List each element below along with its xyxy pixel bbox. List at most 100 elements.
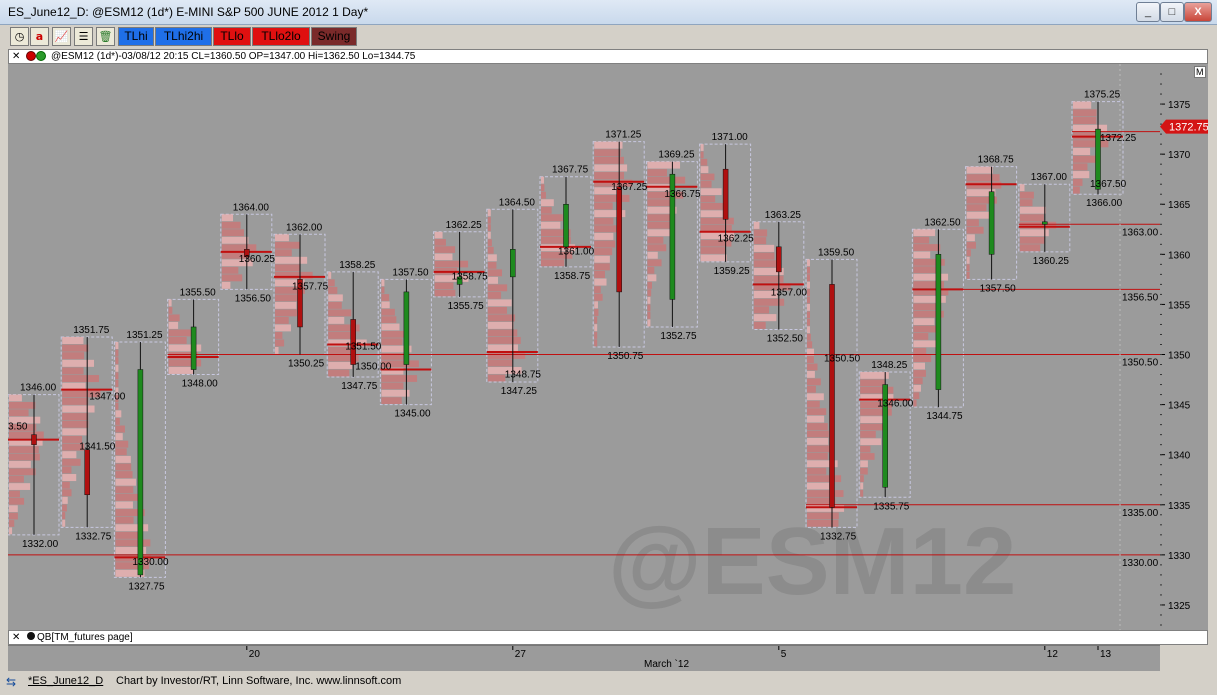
profile-row <box>913 266 937 274</box>
maximize-button[interactable]: □ <box>1160 2 1184 22</box>
text-a-icon[interactable]: a <box>30 27 49 46</box>
profile-row <box>807 393 824 401</box>
profile-row <box>487 254 497 262</box>
high-label: 1362.00 <box>286 222 323 233</box>
low-label: 1352.50 <box>767 333 804 344</box>
price-chart[interactable]: @ESM12 1346.001332.003.501351.751332.751… <box>8 64 1160 630</box>
trash-icon[interactable]: 🗑 <box>96 27 115 46</box>
profile-row <box>275 339 285 347</box>
high-label: 1367.00 <box>1031 172 1068 183</box>
profile-row <box>700 151 704 159</box>
low-label: 1327.75 <box>128 581 165 592</box>
profile-row <box>9 527 13 535</box>
low-label: 1358.75 <box>554 271 591 282</box>
price-axis[interactable]: 1325 1330 1335 1340 1345 1350 1355 1360 1365 1370… <box>1160 64 1209 630</box>
profile-row <box>753 306 770 314</box>
tllo2lo-button[interactable]: TLlo2lo <box>252 27 310 46</box>
tlhi-button[interactable]: TLhi <box>118 27 154 46</box>
profile-row <box>275 256 308 264</box>
profile-row <box>594 179 633 187</box>
minimize-button[interactable]: _ <box>1136 2 1160 22</box>
profile-row <box>9 497 25 505</box>
profile-row <box>700 254 727 262</box>
profile-row <box>275 249 292 257</box>
profile-row <box>913 303 942 311</box>
tllo-button[interactable]: TLlo <box>213 27 251 46</box>
swing-button[interactable]: Swing <box>311 27 357 46</box>
profile-row <box>860 438 882 446</box>
profile-row <box>594 202 613 210</box>
level-label: 1356.50 <box>1122 292 1159 303</box>
last-price-flag <box>1160 119 1208 134</box>
tlhi2hi-button[interactable]: TLhi2hi <box>155 27 212 46</box>
profile-row <box>807 475 842 483</box>
profile-row <box>1019 199 1033 207</box>
profile-row <box>1073 124 1108 132</box>
profile-row <box>115 547 147 555</box>
profile-row <box>168 352 199 359</box>
candle-body-up <box>1042 221 1048 225</box>
profile-row <box>275 271 313 279</box>
level-label: 1335.00 <box>1122 508 1159 519</box>
list-icon[interactable]: ☰ <box>74 27 93 46</box>
profile-row <box>594 225 621 233</box>
high-label: 1355.50 <box>180 287 217 298</box>
profile-row <box>1073 178 1083 186</box>
profile-row <box>381 360 419 368</box>
profile-row <box>487 261 497 269</box>
profile-row <box>62 512 66 520</box>
profile-row <box>115 372 119 380</box>
profile-row <box>913 229 936 237</box>
profile-row <box>221 229 244 237</box>
profile-row <box>594 210 626 218</box>
profile-row <box>807 274 810 282</box>
title-bar[interactable]: ES_June12_D: @ESM12 (1d*) E-MINI S&P 500… <box>0 0 1217 25</box>
clock-icon[interactable]: ◷ <box>10 27 29 46</box>
mid2-label: 1347.00 <box>89 392 126 403</box>
close-button[interactable]: X <box>1184 2 1212 22</box>
high-label: 1362.25 <box>446 220 483 231</box>
profile-row <box>541 176 544 184</box>
profile-row <box>860 460 868 468</box>
close-indicator-icon[interactable]: ✕ <box>12 632 21 643</box>
profile-row <box>62 519 66 527</box>
profile-row <box>62 443 85 451</box>
profile-row <box>594 263 610 271</box>
profile-row <box>807 385 816 393</box>
profile-row <box>913 362 925 370</box>
m-button[interactable]: M <box>1194 66 1206 78</box>
close-pane-icon[interactable]: ✕ <box>12 51 21 62</box>
profile-row <box>541 206 552 214</box>
profile-row <box>594 324 598 332</box>
profile-row <box>913 244 941 251</box>
chart-area[interactable]: @ESM12 1346.00 1332.00 3.50 1351.75 1332.75 1… <box>8 64 1160 630</box>
chart-icon[interactable]: 📈 <box>52 27 71 46</box>
candles-layer <box>31 101 1101 578</box>
profile-row <box>807 467 827 475</box>
profile-row <box>434 239 446 246</box>
profile-row <box>647 289 652 297</box>
profile-row <box>966 166 993 174</box>
price-tick-label: 1345 <box>1168 401 1191 412</box>
profile-row <box>115 402 119 410</box>
profile-row <box>594 141 623 149</box>
profile-row <box>115 516 134 524</box>
profile-row <box>594 270 605 278</box>
chart-tab[interactable]: *ES_June12_D <box>28 675 104 687</box>
profile-row <box>647 296 651 304</box>
date-axis[interactable]: 20 27 5 12 13 March `12 <box>8 645 1160 671</box>
profile-row <box>594 255 610 263</box>
profile-row <box>487 284 508 292</box>
profile-row <box>807 408 827 416</box>
profile-row <box>381 301 390 309</box>
profile-row <box>62 451 77 459</box>
price-tick-label: 1370 <box>1168 150 1191 161</box>
profile-row <box>594 187 620 195</box>
candle-body-down <box>722 168 729 220</box>
profile-row <box>115 493 141 501</box>
profile-row <box>9 468 36 476</box>
profile-row <box>913 295 946 303</box>
profile-row <box>1019 229 1049 237</box>
price-tick-label: 1350 <box>1168 351 1191 362</box>
profile-row <box>807 497 836 505</box>
